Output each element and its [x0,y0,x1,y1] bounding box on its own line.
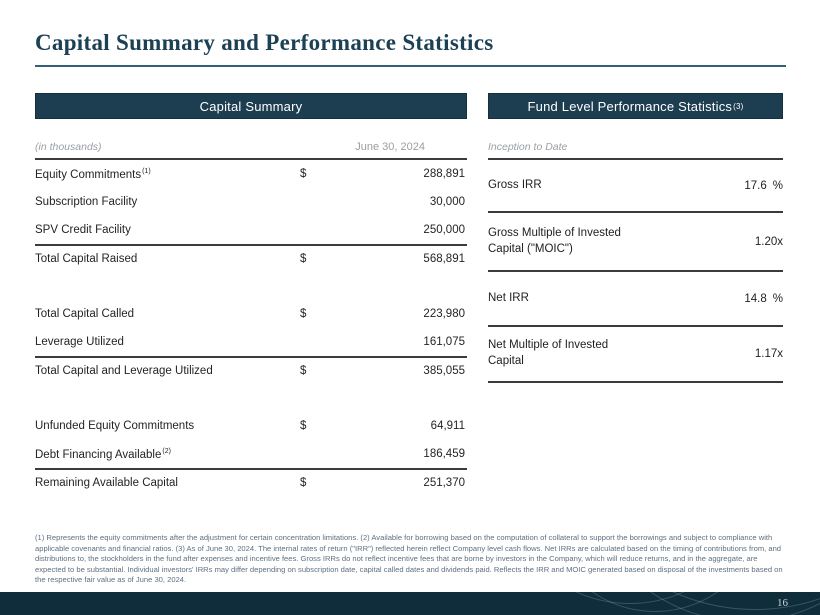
footnotes: (1) Represents the equity commitments af… [35,533,783,585]
row-value: 568,891 [423,253,465,265]
stat-value: 1.20x [754,235,783,248]
stat-value: 14.8% [744,292,783,305]
footnote-ref: (3) [733,101,744,111]
table-row: SPV Credit Facility 250,000 [35,216,467,244]
table-row: Subscription Facility 30,000 [35,188,467,216]
table-row-total: Total Capital Raised $ 568,891 [35,244,467,272]
content-area: Capital Summary (in thousands) June 30, … [35,93,783,496]
row-value: 223,980 [423,308,465,320]
performance-stats-section: Fund Level Performance Statistics (3) Inc… [488,93,783,496]
row-value: 30,000 [429,196,465,208]
capital-summary-section: Capital Summary (in thousands) June 30, … [35,93,467,496]
row-spacer [35,272,467,300]
row-label: Debt Financing Available(2) [35,447,171,461]
row-value: 186,459 [423,448,465,460]
stat-label: Gross IRR [488,178,542,191]
row-label: Subscription Facility [35,196,138,208]
row-label: Remaining Available Capital [35,477,178,489]
currency-symbol: $ [300,168,307,180]
row-value: 250,000 [423,224,465,236]
currency-symbol: $ [300,308,307,320]
stat-unit: % [772,179,783,192]
row-label: Leverage Utilized [35,336,124,348]
performance-stats-header-label: Fund Level Performance Statistics [527,98,733,114]
stat-label: Net IRR [488,291,529,304]
row-value: 288,891 [423,168,465,180]
row-label: Total Capital and Leverage Utilized [35,365,213,377]
as-of-date-column: June 30, 2024 [355,141,425,153]
table-row: Unfunded Equity Commitments $ 64,911 [35,412,467,440]
row-spacer [35,384,467,412]
row-value: 385,055 [423,365,465,377]
capital-summary-column-headers: (in thousands) June 30, 2024 [35,119,467,160]
table-row: Total Capital Called $ 223,980 [35,300,467,328]
footnote-ref: (2) [162,447,171,455]
capital-summary-header-label: Capital Summary [199,98,303,114]
table-row-total: Remaining Available Capital $ 251,370 [35,468,467,496]
stat-label: Gross Multiple of Invested Capital ("MOI… [488,226,621,255]
table-row-total: Total Capital and Leverage Utilized $ 38… [35,356,467,384]
units-note: (in thousands) [35,141,102,153]
stat-row: Gross IRR 17.6% [488,160,783,213]
capital-summary-header: Capital Summary [35,93,467,119]
stat-row: Gross Multiple of Invested Capital ("MOI… [488,213,783,272]
performance-stats-column-headers: Inception to Date [488,119,783,160]
inception-to-date-label: Inception to Date [488,141,568,153]
table-row: Debt Financing Available(2) 186,459 [35,440,467,468]
row-label: Equity Commitments(1) [35,167,151,181]
row-label: Unfunded Equity Commitments [35,420,195,432]
table-row: Equity Commitments(1) $ 288,891 [35,160,467,188]
page-number: 16 [777,597,788,609]
performance-stats-header: Fund Level Performance Statistics (3) [488,93,783,119]
row-label: Total Capital Called [35,308,135,320]
stat-unit: % [772,292,783,305]
footnote-ref: (1) [142,167,151,175]
stat-row: Net IRR 14.8% [488,272,783,327]
footer-bar: 16 [0,592,820,615]
row-label: SPV Credit Facility [35,224,131,236]
stat-value: 17.6% [744,179,783,192]
page-title: Capital Summary and Performance Statisti… [35,30,786,67]
row-label: Total Capital Raised [35,253,138,265]
table-row: Leverage Utilized 161,075 [35,328,467,356]
stat-value: 1.17x [754,348,783,360]
currency-symbol: $ [300,477,307,489]
row-value: 251,370 [423,477,465,489]
stat-row: Net Multiple of Invested Capital 1.17x [488,327,783,383]
currency-symbol: $ [300,365,307,377]
currency-symbol: $ [300,253,307,265]
currency-symbol: $ [300,420,307,432]
row-value: 64,911 [430,420,465,432]
stat-label: Net Multiple of Invested Capital [488,339,609,367]
row-value: 161,075 [423,336,465,348]
